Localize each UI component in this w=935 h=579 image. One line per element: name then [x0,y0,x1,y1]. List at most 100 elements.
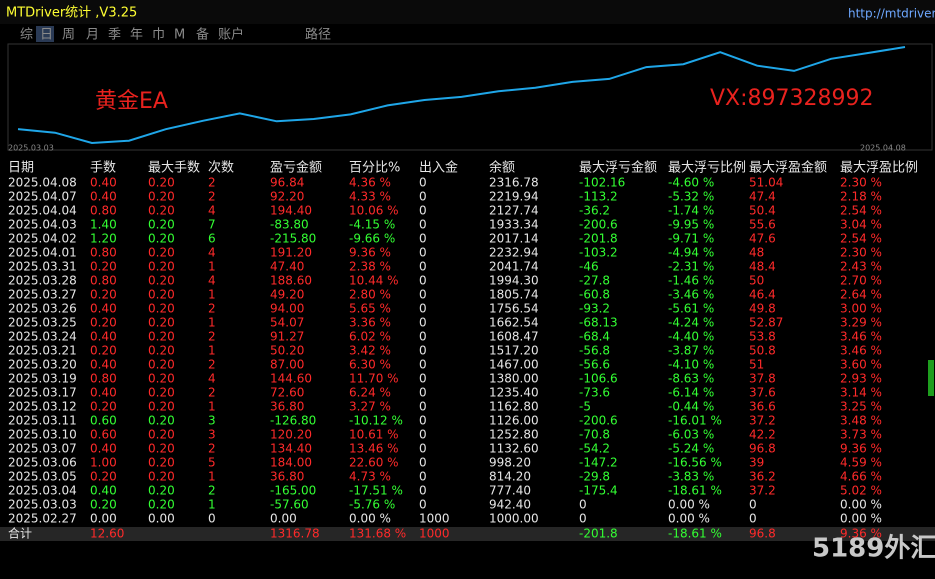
cell: 1132.60 [489,442,539,456]
cell: 2025.03.07 [8,442,77,456]
tab[interactable]: 年 [130,28,143,43]
cell: 4.59 % [840,456,882,470]
cell: 0.20 [148,218,175,232]
cell: 0 [419,218,427,232]
cell: 2219.94 [489,190,539,204]
tab[interactable]: 季 [108,28,121,43]
cell: 1 [208,260,216,274]
watermark: 5189外汇网 [812,534,935,564]
cell: 9.36 % [840,442,882,456]
tab[interactable]: 月 [86,28,99,43]
tab[interactable]: 账户 [218,27,244,43]
cell: 0.40 [90,386,117,400]
cell: 6 [208,232,216,246]
cell: 0 [419,344,427,358]
cell: 72.60 [270,386,304,400]
cell: 0.20 [148,414,175,428]
cell: 87.00 [270,358,304,372]
cell: 0 [419,274,427,288]
cell: -16.01 % [668,414,722,428]
cell: -17.51 % [349,484,403,498]
cell: 0.20 [148,456,175,470]
cell: 2025.03.05 [8,470,77,484]
cell: 50 [749,274,764,288]
tab[interactable]: 巾 [152,28,165,43]
tab[interactable]: 备 [196,27,209,43]
cell: -126.80 [270,414,316,428]
cell: 0 [419,470,427,484]
cell: 3 [208,414,216,428]
cell: 814.20 [489,470,531,484]
cell: 0.20 [90,260,117,274]
cell: 0.40 [90,358,117,372]
cell: 2316.78 [489,176,539,190]
cell: -83.80 [270,218,309,232]
cell: 1805.74 [489,288,539,302]
cell: -68.4 [579,330,610,344]
side-indicator [928,360,934,396]
cell: -54.2 [579,442,610,456]
cell: 194.40 [270,204,312,218]
cell: 0.00 [90,512,117,526]
cell: 37.2 [749,414,776,428]
cell: 2.54 % [840,204,882,218]
cell: -56.6 [579,358,610,372]
tab[interactable]: 路径 [305,27,331,43]
cell: -70.8 [579,428,610,442]
cell: 4 [208,204,216,218]
cell: -9.95 % [668,218,714,232]
tab[interactable]: 周 [62,28,75,43]
cell: 1000 [419,512,450,526]
cell: 2.93 % [840,372,882,386]
cell: 1235.40 [489,386,539,400]
column-header: 手数 [90,161,116,176]
cell: 777.40 [489,484,531,498]
cell: 0.20 [148,260,175,274]
cell: 0 [419,316,427,330]
column-header: 日期 [8,161,34,176]
cell: 2025.03.03 [8,498,77,512]
total-cell: -18.61 % [668,527,722,541]
cell: 0 [579,512,587,526]
cell: 0.20 [148,204,175,218]
cell: 36.6 [749,400,776,414]
tab[interactable]: M [174,28,185,43]
chart-area [7,43,933,151]
cell: 0.00 % [840,512,882,526]
tab[interactable]: 综 [20,28,33,43]
cell: 0.40 [90,442,117,456]
cell: 0 [419,386,427,400]
column-header: 最大浮盈比例 [840,161,918,176]
cell: 2025.03.19 [8,372,77,386]
cell: 2.30 % [840,176,882,190]
cell: -3.83 % [668,470,714,484]
cell: 5.02 % [840,484,882,498]
tab[interactable]: 日 [40,28,53,43]
cell: -102.16 [579,176,625,190]
cell: 942.40 [489,498,531,512]
annotation: 黄金EA [95,89,168,114]
cell: 3.25 % [840,400,882,414]
column-header: 出入金 [419,160,458,176]
cell: 0.60 [90,428,117,442]
cell: 2025.03.31 [8,260,77,274]
cell: -200.6 [579,414,618,428]
cell: 0.40 [90,190,117,204]
cell: 51.04 [749,176,783,190]
cell: -1.46 % [668,274,714,288]
cell: 6.30 % [349,358,391,372]
cell: 0.00 % [668,498,710,512]
cell: 0.20 [90,344,117,358]
cell: -4.10 % [668,358,714,372]
cell: 2025.04.04 [8,204,77,218]
cell: 3.00 % [840,302,882,316]
cell: -215.80 [270,232,316,246]
cell: 2017.14 [489,232,539,246]
cell: 10.61 % [349,428,399,442]
cell: 9.36 % [349,246,391,260]
cell: 22.60 % [349,456,399,470]
cell: 3.14 % [840,386,882,400]
title-bar [0,0,935,24]
cell: 1 [208,498,216,512]
cell: 2 [208,176,216,190]
